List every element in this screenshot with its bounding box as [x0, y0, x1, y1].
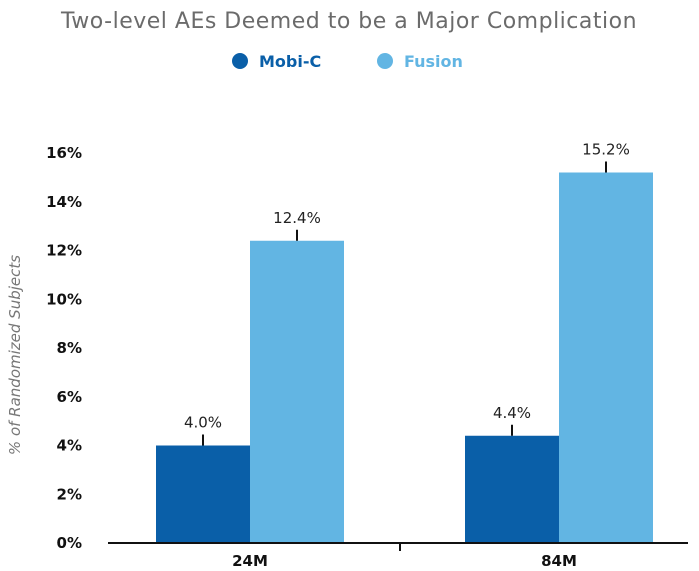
y-tick-label: 0% [57, 534, 82, 552]
legend: Mobi-C Fusion [232, 52, 463, 71]
y-tick-label: 8% [57, 339, 82, 357]
x-tick-label: 84M [541, 552, 577, 570]
legend-label-fusion: Fusion [404, 52, 463, 71]
data-label: 4.4% [493, 404, 531, 422]
bar-fusion-24m [250, 240, 344, 543]
bars [156, 172, 653, 543]
y-tick-label: 14% [46, 193, 82, 211]
y-tick-label: 12% [46, 242, 82, 260]
y-axis: 0% 2% 4% 6% 8% 10% 12% 14% 16% [46, 144, 82, 552]
y-tick-label: 4% [57, 437, 82, 455]
legend-swatch-mobi-c [232, 53, 248, 69]
data-labels: 4.0% 4.4% 12.4% 15.2% [184, 141, 630, 432]
bar-mobi-c-84m [465, 435, 559, 543]
chart-title: Two-level AEs Deemed to be a Major Compl… [60, 9, 637, 34]
legend-label-mobi-c: Mobi-C [259, 52, 321, 71]
y-tick-label: 6% [57, 388, 82, 406]
y-tick-label: 16% [46, 144, 82, 162]
bar-fusion-84m [559, 172, 653, 543]
data-label: 15.2% [582, 141, 630, 159]
x-tick-label: 24M [232, 552, 268, 570]
data-label: 4.0% [184, 414, 222, 432]
y-tick-label: 10% [46, 290, 82, 308]
error-bars [202, 161, 607, 446]
bar-mobi-c-24m [156, 445, 250, 543]
x-axis: 24M 84M [232, 552, 577, 570]
y-tick-label: 2% [57, 485, 82, 503]
legend-swatch-fusion [377, 53, 393, 69]
data-label: 12.4% [273, 209, 321, 227]
y-axis-label: % of Randomized Subjects [6, 255, 24, 455]
